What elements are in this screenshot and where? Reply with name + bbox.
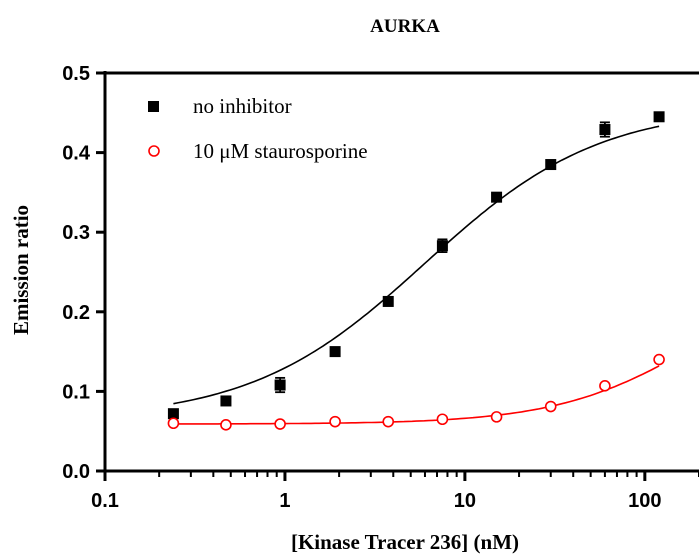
data-point-no-inhibitor [382, 295, 394, 307]
data-point-staurosporine [382, 415, 395, 428]
data-point-staurosporine [490, 411, 503, 423]
data-point-no-inhibitor [599, 124, 611, 136]
x-axis-label: [Kinase Tracer 236] (nM) [291, 530, 519, 554]
x-tick-label: 10 [454, 490, 476, 512]
y-axis-label: Emission ratio [9, 205, 33, 335]
chart-title: AURKA [370, 16, 440, 37]
fit-curve [173, 365, 660, 425]
data-point-staurosporine [220, 419, 232, 431]
fit-curve [173, 125, 660, 405]
legend-marker-no-inhibitor [148, 101, 159, 112]
data-point-no-inhibitor [653, 111, 665, 123]
x-tick-label: 100 [628, 490, 661, 512]
x-tick-label: 0.1 [91, 490, 119, 512]
legend-label: no inhibitor [193, 94, 292, 118]
data-point-staurosporine [436, 413, 449, 426]
data-point-staurosporine [653, 353, 665, 366]
data-point-no-inhibitor [167, 408, 179, 420]
legend-label: 10 μM staurosporine [193, 139, 368, 163]
y-tick-label: 0.2 [62, 302, 90, 324]
y-tick-label: 0.3 [62, 222, 90, 244]
y-tick-label: 0.5 [62, 63, 90, 85]
data-point-staurosporine [544, 400, 557, 413]
y-tick-label: 0.4 [62, 143, 91, 165]
data-point-no-inhibitor [220, 395, 232, 407]
data-point-no-inhibitor [545, 159, 557, 171]
data-point-staurosporine [329, 415, 341, 428]
data-point-no-inhibitor [329, 346, 341, 358]
data-point-no-inhibitor [436, 240, 448, 252]
data-point-no-inhibitor [491, 191, 503, 203]
data-point-staurosporine [274, 418, 286, 430]
data-point-staurosporine [167, 417, 180, 430]
x-tick-label: 1 [279, 490, 290, 512]
data-point-no-inhibitor [274, 379, 286, 391]
y-tick-label: 0.1 [62, 381, 90, 403]
y-tick-label: 0.0 [62, 461, 90, 483]
legend-marker-staurosporine [148, 145, 160, 157]
data-point-staurosporine [599, 380, 611, 392]
